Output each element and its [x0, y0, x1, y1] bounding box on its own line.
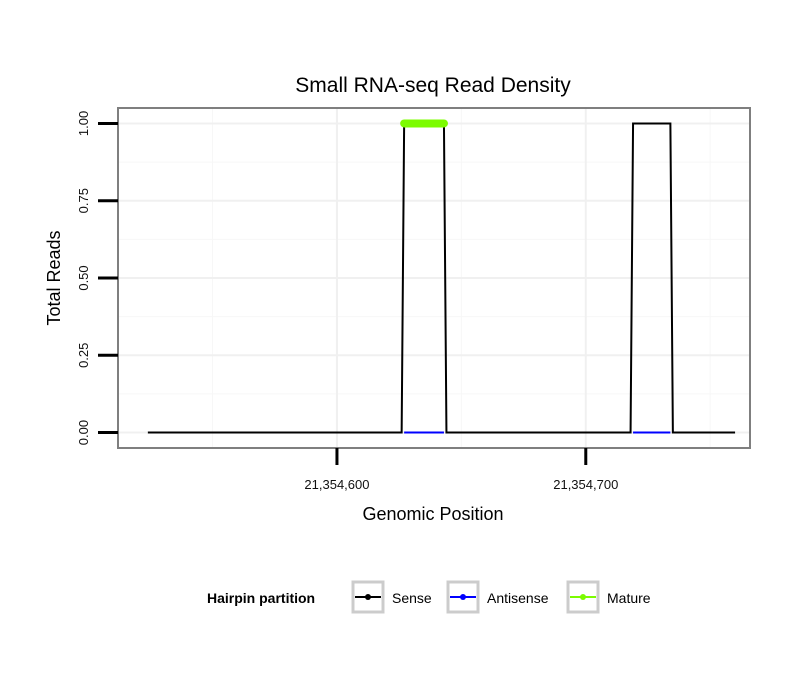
y-tick-label: 0.50 — [76, 265, 91, 290]
x-axis-title: Genomic Position — [362, 504, 503, 524]
x-tick-label: 21,354,700 — [553, 477, 618, 492]
y-tick-label: 0.75 — [76, 188, 91, 213]
y-tick-label: 0.00 — [76, 420, 91, 445]
series-layer — [147, 119, 736, 434]
legend-dot-sense — [365, 594, 371, 600]
legend-dot-antisense — [460, 594, 466, 600]
legend-title: Hairpin partition — [207, 590, 315, 606]
chart-title: Small RNA-seq Read Density — [295, 74, 571, 97]
y-axis: 0.00 0.25 0.50 0.75 1.00 — [76, 111, 118, 445]
series-line-sense — [147, 122, 736, 434]
legend-label-sense: Sense — [392, 590, 432, 606]
x-tick-label: 21,354,600 — [304, 477, 369, 492]
legend: Hairpin partition Sense Antisense Mature — [207, 580, 651, 614]
legend-key-mature — [566, 580, 600, 614]
legend-label-mature: Mature — [607, 590, 651, 606]
legend-label-antisense: Antisense — [487, 590, 549, 606]
y-tick-label: 0.25 — [76, 343, 91, 368]
y-tick-label: 1.00 — [76, 111, 91, 136]
y-axis-title: Total Reads — [44, 230, 64, 325]
x-axis: 21,354,600 21,354,700 — [304, 448, 618, 492]
legend-dot-mature — [580, 594, 586, 600]
